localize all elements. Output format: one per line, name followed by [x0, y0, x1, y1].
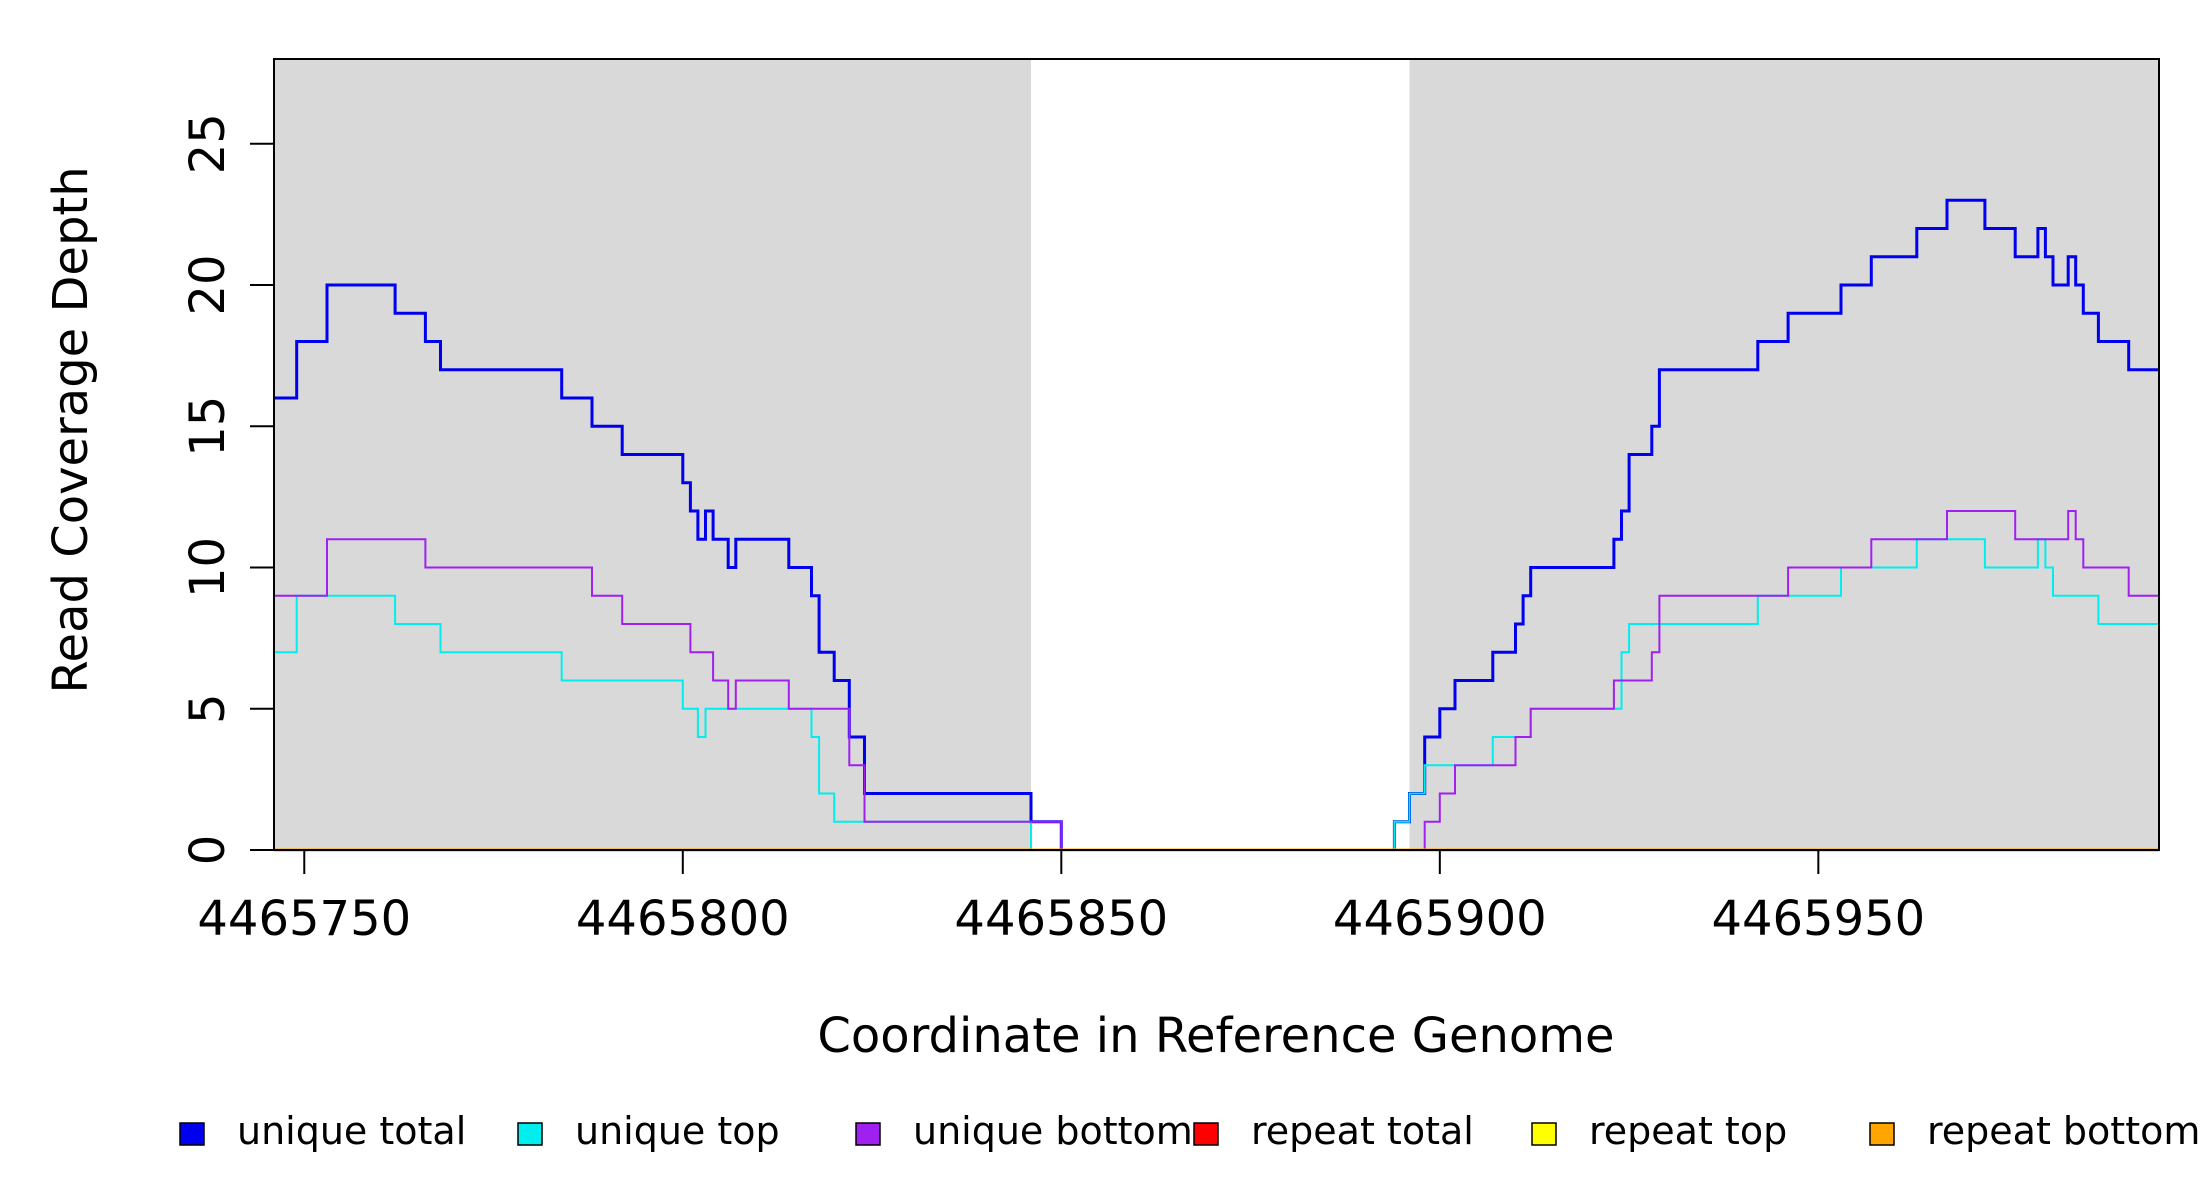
- x-tick-label: 4465850: [954, 891, 1168, 947]
- x-tick-label: 4465950: [1711, 891, 1925, 947]
- legend: unique total unique top unique bottom repea…: [179, 1109, 2200, 1153]
- shaded-region-2: [1409, 59, 2159, 850]
- y-axis: 0 5 10 15 20 25: [180, 113, 275, 866]
- x-tick-label: 4465800: [576, 891, 790, 947]
- legend-swatch-unique-bottom: [855, 1122, 881, 1146]
- legend-swatch-repeat-bottom: [1869, 1122, 1895, 1146]
- x-axis: 4465750 4465800 4465850 4465900 4465950: [197, 849, 1925, 947]
- y-tick-label: 5: [180, 693, 236, 724]
- series-line-unique-total: [274, 198, 2159, 852]
- legend-swatch-unique-total: [179, 1122, 205, 1146]
- legend-label-repeat-top: repeat top: [1589, 1109, 1787, 1153]
- y-axis-title: Read Coverage Depth: [43, 166, 99, 693]
- y-tick-label: 15: [180, 396, 236, 457]
- legend-label-unique-top: unique top: [575, 1109, 780, 1153]
- y-tick-label: 25: [180, 113, 236, 174]
- y-tick-label: 20: [180, 254, 236, 315]
- legend-label-unique-bottom: unique bottom: [913, 1109, 1193, 1153]
- series-line-unique-bottom: [274, 510, 2159, 851]
- y-tick-label: 10: [180, 537, 236, 598]
- legend-label-repeat-bottom: repeat bottom: [1927, 1109, 2200, 1153]
- series-line-unique-top: [274, 538, 2159, 851]
- legend-label-unique-total: unique total: [237, 1109, 466, 1153]
- legend-label-repeat-total: repeat total: [1251, 1109, 1474, 1153]
- shaded-regions: [274, 59, 2159, 850]
- legend-swatch-repeat-total: [1193, 1122, 1219, 1146]
- x-tick-label: 4465900: [1333, 891, 1547, 947]
- legend-swatch-unique-top: [517, 1122, 543, 1146]
- x-axis-title: Coordinate in Reference Genome: [817, 1008, 1614, 1064]
- y-tick-label: 0: [180, 835, 236, 866]
- legend-swatch-repeat-top: [1531, 1122, 1557, 1146]
- x-tick-label: 4465750: [197, 891, 411, 947]
